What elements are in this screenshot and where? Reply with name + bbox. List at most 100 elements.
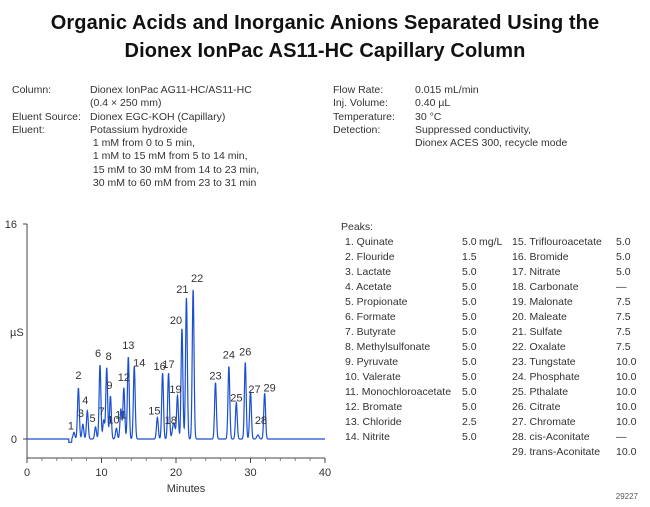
peak-label: 3	[78, 408, 84, 420]
condition-row: 15 mM to 30 mM from 14 to 23 min,	[12, 164, 259, 177]
peak-name: 18. Carbonate	[512, 281, 579, 293]
peak-concentration: 5.0	[462, 311, 477, 323]
condition-value: 30 mM to 60 mM from 23 to 31 min	[90, 177, 257, 190]
peak-label: 5	[89, 413, 95, 425]
x-axis-label: Minutes	[167, 483, 206, 495]
peak-name: 26. Citrate	[512, 401, 561, 413]
peak-name: 9. Pyruvate	[345, 356, 399, 368]
peak-label: 22	[191, 273, 203, 285]
x-tick-label: 40	[319, 467, 331, 479]
peak-label: 8	[106, 351, 112, 363]
peak-name: 13. Chloride	[345, 416, 402, 428]
condition-row: Eluent: Potassium hydroxide	[12, 124, 259, 137]
condition-label: Eluent Source:	[12, 110, 81, 123]
peak-label: 27	[248, 384, 260, 396]
peak-concentration: 5.0	[462, 401, 477, 413]
condition-row: 1 mM to 15 mM from 5 to 14 min,	[12, 150, 259, 163]
peak-label: 24	[223, 349, 235, 361]
condition-value: (0.4 × 250 mm)	[90, 97, 162, 110]
peak-concentration: 5.0	[462, 371, 477, 383]
condition-row: 30 mM to 60 mM from 23 to 31 min	[12, 177, 259, 190]
condition-row: 1 mM from 0 to 5 min,	[12, 137, 259, 150]
peak-name: 24. Phosphate	[512, 371, 580, 383]
peak-concentration: 1.5	[462, 251, 477, 263]
peak-label: 15	[148, 406, 160, 418]
peak-concentration: 5.0	[616, 266, 631, 278]
condition-label: Column:	[12, 84, 52, 96]
condition-label: Inj. Volume:	[333, 97, 388, 110]
peak-unit: mg/L	[479, 236, 503, 248]
peak-concentration: 10.0	[616, 371, 637, 383]
condition-row: (0.4 × 250 mm)	[12, 97, 259, 110]
condition-label: Detection:	[333, 123, 381, 136]
condition-label: Eluent:	[12, 123, 45, 136]
peak-name: 29. trans-Aconitate	[512, 446, 601, 458]
peak-name: 15. Triflouroacetate	[512, 236, 602, 248]
peak-label: 29	[264, 382, 276, 394]
peak-name: 12. Bromate	[345, 401, 403, 413]
peak-concentration: 7.5	[616, 341, 631, 353]
y-axis-label: µS	[10, 327, 24, 339]
peak-label: 14	[133, 357, 145, 369]
peak-name: 11. Monochloroacetate	[345, 386, 452, 398]
peak-name: 28. cis-Aconitate	[512, 431, 590, 443]
peaks-title: Peaks:	[341, 221, 374, 233]
condition-value: Dionex IonPac AG11-HC/AS11-HC	[90, 84, 252, 96]
peak-name: 2. Flouride	[345, 251, 395, 263]
peak-name: 23. Tungstate	[512, 356, 576, 368]
peak-name: 10. Valerate	[345, 371, 401, 383]
peak-label: 12	[118, 372, 130, 384]
peak-label: 20	[170, 315, 182, 327]
condition-row: Detection: Suppressed conductivity,	[333, 124, 567, 137]
condition-row: Column: Dionex IonPac AG11-HC/AS11-HC	[12, 84, 259, 97]
peak-name: 16. Bromide	[512, 251, 569, 263]
peak-label: 28	[255, 415, 267, 427]
peak-label: 13	[122, 340, 134, 352]
peak-concentration: 10.0	[616, 416, 637, 428]
peak-label: 16	[153, 361, 165, 373]
peak-name: 7. Butyrate	[345, 326, 396, 338]
peak-name: 25. Pthalate	[512, 386, 569, 398]
peak-name: 14. Nitrite	[345, 431, 390, 443]
x-tick-label: 30	[244, 467, 256, 479]
peak-label: 6	[95, 348, 101, 360]
peak-concentration: 5.0	[462, 296, 477, 308]
peak-label: 17	[162, 359, 174, 371]
peak-concentration: 5.0	[462, 236, 477, 248]
peak-label: 26	[239, 346, 251, 358]
peak-label: 11	[115, 409, 126, 421]
peak-concentration: 5.0	[616, 236, 631, 248]
peak-name: 6. Formate	[345, 311, 396, 323]
condition-value: Dionex EGC-KOH (Capillary)	[90, 110, 226, 123]
condition-value: 0.015 mL/min	[415, 84, 479, 96]
x-tick-label: 20	[170, 467, 182, 479]
condition-value: Suppressed conductivity,	[415, 123, 531, 136]
condition-row: Flow Rate: 0.015 mL/min	[333, 84, 567, 97]
peak-name: 21. Sulfate	[512, 326, 563, 338]
y-tick-label: 16	[5, 219, 17, 231]
figure-id: 29227	[615, 492, 638, 501]
peak-concentration: 7.5	[616, 296, 631, 308]
peak-name: 3. Lactate	[345, 266, 392, 278]
condition-value: Dionex ACES 300, recycle mode	[415, 137, 568, 150]
peak-label: 9	[106, 380, 112, 392]
peak-concentration: 5.0	[462, 386, 477, 398]
peak-concentration: 2.5	[462, 416, 477, 428]
peak-concentration: 10.0	[616, 386, 637, 398]
condition-label: Temperature:	[333, 110, 395, 123]
condition-value: 1 mM to 15 mM from 5 to 14 min,	[90, 150, 248, 163]
peak-concentration: 10.0	[616, 446, 637, 458]
peak-concentration: 5.0	[462, 281, 477, 293]
x-tick-label: 10	[95, 467, 107, 479]
peak-concentration: —	[616, 281, 627, 293]
peak-label: 23	[209, 371, 221, 383]
y-tick-label: 0	[11, 434, 17, 446]
chart-title-line-2: Dionex IonPac AS11-HC Capillary Column	[124, 40, 526, 62]
peak-concentration: 7.5	[616, 311, 631, 323]
peak-concentration: 7.5	[616, 326, 631, 338]
peak-label: 18	[165, 415, 177, 427]
peak-concentration: 5.0	[462, 431, 477, 443]
peak-label: 10	[107, 414, 119, 426]
peak-concentration: 10.0	[616, 356, 637, 368]
